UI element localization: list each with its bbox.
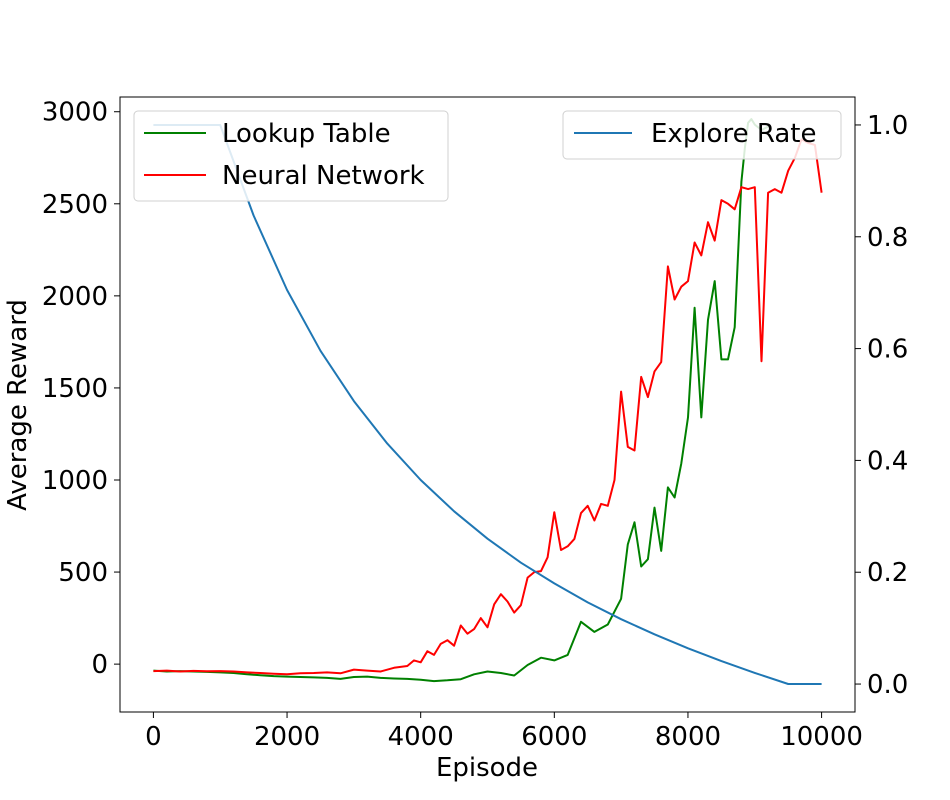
x-tick-label: 6000 [521,722,587,752]
y2-tick-label: 0.4 [867,446,908,476]
legend-left: Lookup Table Neural Network [133,110,449,202]
y-tick-label: 1500 [42,374,108,404]
x-tick-label: 4000 [388,722,454,752]
y2-tick-label: 1.0 [867,111,908,141]
axes-layer: 0 2000 4000 6000 8000 10000 0 500 1000 1500 2000 25… [42,98,909,752]
series-line-neural-network [153,138,823,676]
y2-tick-label: 0.2 [867,558,908,588]
legend-right-box [562,110,842,160]
y2-tick-label: 0.6 [867,335,908,365]
series-line-lookup-table [153,118,769,683]
x-tick-label: 8000 [655,722,721,752]
y-tick-label: 500 [58,558,108,588]
y2-tick-label: 0.8 [867,223,908,253]
legend-right: Explore Rate [562,110,842,160]
y-tick-label: 3000 [42,98,108,128]
y-tick-label: 2500 [42,190,108,220]
y-axis-label: Average Reward [3,299,33,511]
series-layer [153,118,823,685]
x-tick-label: 2000 [254,722,320,752]
legend-label-neural-network: Neural Network [222,161,425,191]
x-tick-label: 0 [145,722,162,752]
legend-label-lookup-table: Lookup Table [222,119,391,149]
y-tick-label: 0 [91,650,108,680]
legend-label-explore-rate: Explore Rate [651,119,816,149]
plot-frame [119,96,856,713]
x-axis-label: Episode [436,753,538,783]
y2-tick-label: 0.0 [867,670,908,700]
legend-left-box [133,110,449,202]
y-tick-label: 1000 [42,466,108,496]
series-line-explore-rate [153,124,822,685]
y-tick-label: 2000 [42,282,108,312]
x-tick-label: 10000 [780,722,863,752]
